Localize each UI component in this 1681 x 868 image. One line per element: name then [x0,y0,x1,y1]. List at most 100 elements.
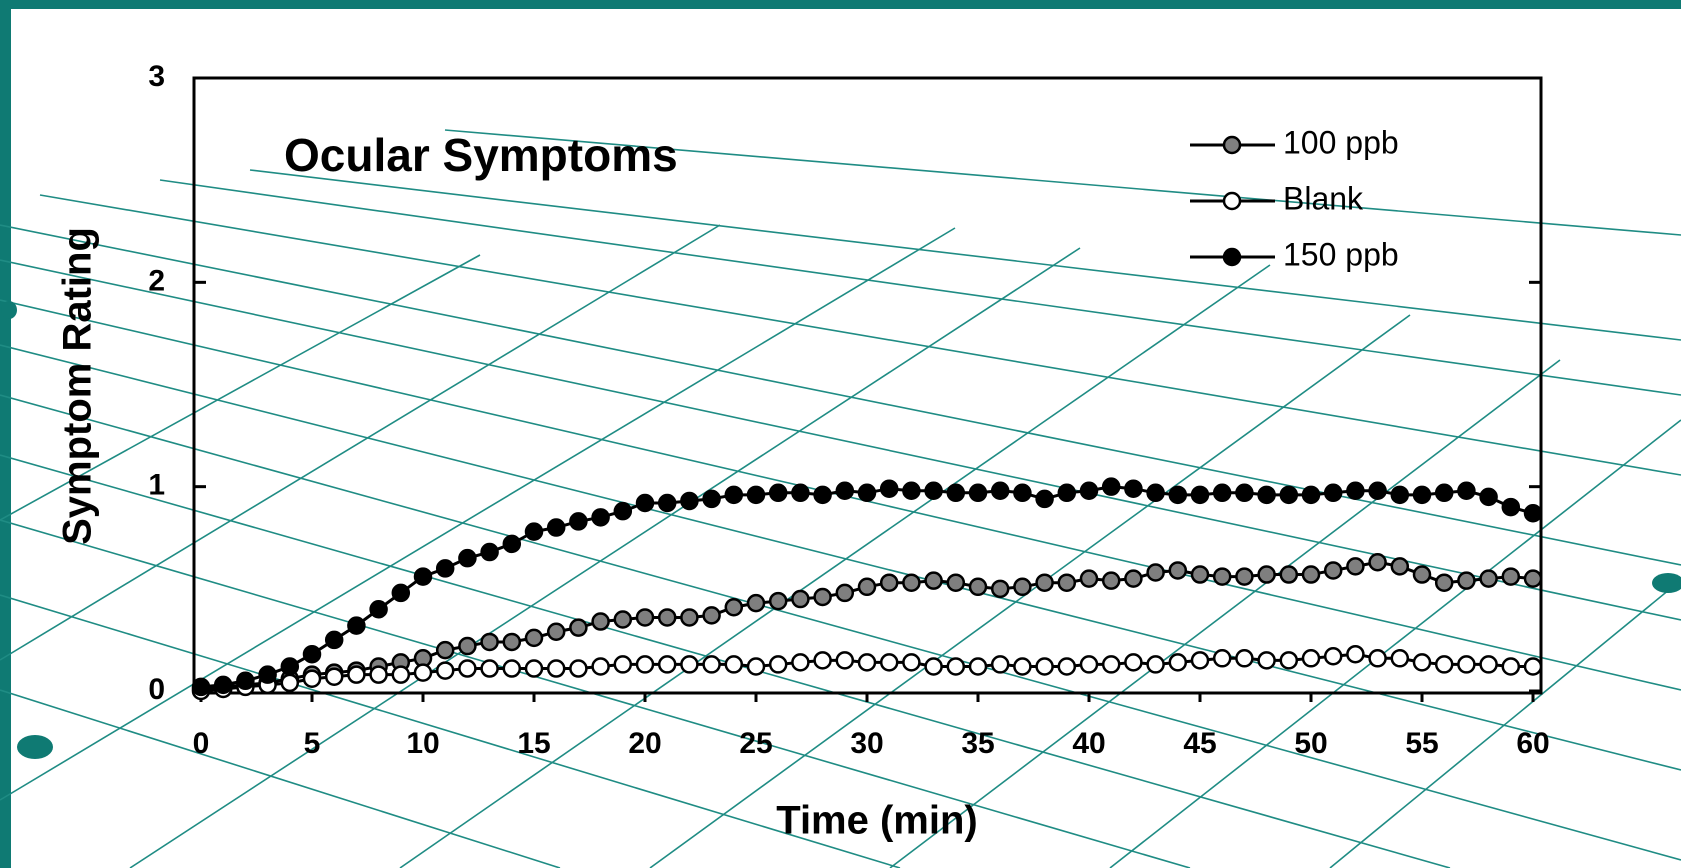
data-point [1525,571,1541,587]
data-point [770,656,786,672]
data-point [859,654,875,670]
data-point [1081,656,1097,672]
data-point [1414,654,1430,670]
data-point [1103,573,1119,589]
data-point [548,661,564,677]
data-point [704,491,720,507]
data-point [504,634,520,650]
data-point [992,656,1008,672]
data-point [1037,491,1053,507]
data-point [1481,489,1497,505]
data-point [1347,646,1363,662]
x-tick-label: 50 [1294,727,1327,760]
data-point [526,524,542,540]
data-point [1325,562,1341,578]
data-point [1259,487,1275,503]
data-point [1059,485,1075,501]
data-point [704,656,720,672]
data-point [1503,499,1519,515]
data-point [1259,652,1275,668]
data-point [1125,481,1141,497]
data-point [1236,485,1252,501]
data-point [770,485,786,501]
data-point [926,483,942,499]
data-point [726,656,742,672]
data-point [1325,648,1341,664]
data-point [637,495,653,511]
data-point [1170,654,1186,670]
data-point [1414,567,1430,583]
y-tick-label: 3 [148,60,165,93]
data-point [1170,562,1186,578]
x-tick-label: 30 [850,727,883,760]
data-point [1503,658,1519,674]
data-point [459,550,475,566]
data-point [1503,569,1519,585]
data-point [1081,483,1097,499]
data-point [415,665,431,681]
data-point [326,632,342,648]
data-point [1192,567,1208,583]
data-point [1148,485,1164,501]
data-point [1370,483,1386,499]
data-point [504,661,520,677]
data-point [482,634,498,650]
data-point [903,483,919,499]
legend-marker [1224,137,1240,153]
data-point [593,614,609,630]
data-point [1481,571,1497,587]
data-point [1481,656,1497,672]
data-point [615,611,631,627]
legend-marker [1224,193,1240,209]
legend-label: 100 ppb [1283,124,1399,160]
data-point [437,642,453,658]
data-point [681,493,697,509]
x-tick-label: 55 [1405,727,1438,760]
y-axis-label: Symptom Rating [56,227,100,545]
data-point [659,656,675,672]
data-point [926,658,942,674]
data-point [526,630,542,646]
data-point [237,673,253,689]
data-point [1370,650,1386,666]
data-point [482,661,498,677]
data-point [1037,658,1053,674]
data-point [1170,487,1186,503]
data-point [948,575,964,591]
x-tick-label: 35 [961,727,994,760]
data-point [1125,571,1141,587]
data-point [1037,575,1053,591]
data-point [1148,656,1164,672]
data-point [1303,650,1319,666]
data-point [748,487,764,503]
data-point [459,661,475,677]
data-point [593,509,609,525]
data-point [1103,656,1119,672]
data-point [1281,567,1297,583]
data-point [1148,564,1164,580]
data-point [1103,479,1119,495]
legend-marker [1224,249,1240,265]
data-point [371,601,387,617]
x-tick-label: 20 [628,727,661,760]
data-point [1414,487,1430,503]
x-tick-label: 15 [517,727,550,760]
data-point [881,654,897,670]
data-point [1014,485,1030,501]
data-point [348,618,364,634]
data-point [792,654,808,670]
x-axis-label: Time (min) [776,799,978,843]
data-point [1325,485,1341,501]
chart-title: Ocular Symptoms [284,129,678,181]
data-point [1458,656,1474,672]
data-point [1259,567,1275,583]
data-point [815,487,831,503]
data-point [903,654,919,670]
data-point [970,485,986,501]
data-point [615,656,631,672]
data-point [1436,485,1452,501]
data-point [659,609,675,625]
data-point [570,661,586,677]
data-point [304,671,320,687]
data-point [637,609,653,625]
